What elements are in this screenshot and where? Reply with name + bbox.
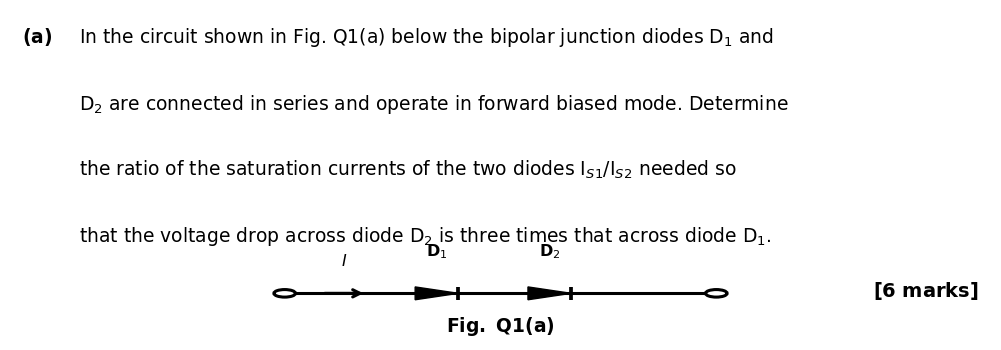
Text: $\bf{Fig.\ Q1(a)}$: $\bf{Fig.\ Q1(a)}$ [446,315,555,338]
Text: that the voltage drop across diode D$_2$ is three times that across diode D$_1$.: that the voltage drop across diode D$_2$… [79,225,771,248]
Circle shape [706,289,727,297]
Circle shape [274,289,295,297]
Text: $\bf{(a)}$: $\bf{(a)}$ [22,26,52,48]
Text: In the circuit shown in Fig. Q1(a) below the bipolar junction diodes D$_1$ and: In the circuit shown in Fig. Q1(a) below… [79,26,774,49]
Text: D$_2$ are connected in series and operate in forward biased mode. Determine: D$_2$ are connected in series and operat… [79,93,788,116]
Polygon shape [528,287,572,300]
Text: $\bf{[6\ marks]}$: $\bf{[6\ marks]}$ [874,280,979,302]
Text: I: I [341,254,346,269]
Text: the ratio of the saturation currents of the two diodes I$_{S1}$/I$_{S2}$ needed : the ratio of the saturation currents of … [79,159,737,181]
Text: D$_1$: D$_1$ [426,242,447,261]
Polygon shape [415,287,458,300]
Text: D$_2$: D$_2$ [539,242,561,261]
